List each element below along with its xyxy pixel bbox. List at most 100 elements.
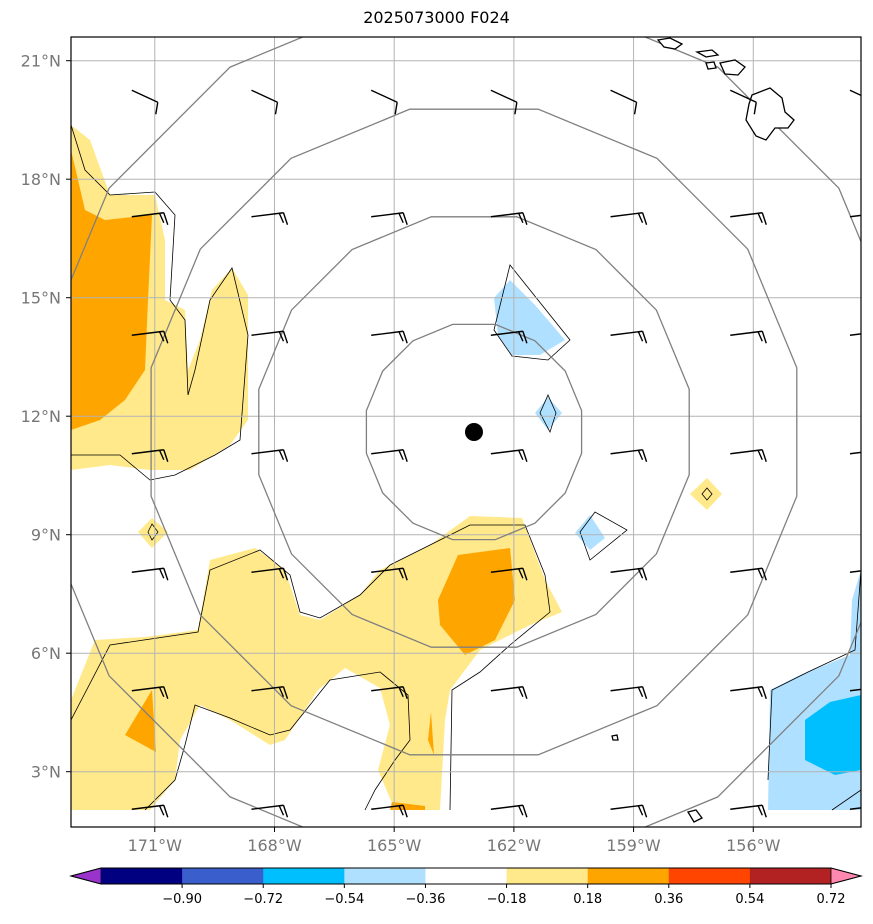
island-molokai [705,61,717,70]
wind-barb [610,89,638,115]
colorbar-outline [69,867,863,885]
lat-tick-label: 12°N [21,407,61,426]
colorbar-tick-label: 0.72 [817,892,846,907]
negative-anomaly-small [535,397,562,430]
wind-barb [131,686,169,699]
colorbar-tick-label: 0.36 [654,892,683,907]
negative-anomaly-east-core [805,695,861,775]
colorbar-segment [263,868,345,884]
wind-barb [730,804,767,818]
wind-barb [131,567,169,581]
wind-barb [251,330,289,344]
longitude-axis: 171°W 168°W 165°W 162°W 159°W 156°W [128,827,781,855]
wind-barb [251,804,289,818]
island-niihau [611,734,619,741]
range-ring [150,108,798,756]
colorbar-segment [587,868,670,884]
island-hawaii [745,87,795,141]
island-oahu [694,49,720,58]
island-south [686,809,703,823]
colorbar-segment [749,868,832,884]
colorbar-tick-label: −0.18 [487,892,527,907]
positive-anomaly-south-core [438,548,515,655]
wind-barb [131,449,169,462]
lat-tick-label: 21°N [21,52,61,71]
positive-anomaly-sw-core [125,690,156,752]
chart-title: 2025073000 F024 [363,8,510,27]
wind-barb [371,212,408,225]
coastlines [611,37,795,823]
wind-barb [251,89,279,115]
wind-barb [849,807,861,810]
contour-line-north [493,264,571,361]
shaded-anomaly-layer [71,125,861,810]
lon-tick-label: 162°W [487,836,542,855]
colorbar-extend-low [69,867,102,885]
contour-line-south-small [579,511,628,561]
positive-anomaly-sliver [428,712,434,755]
colorbar-tick-label: −0.72 [243,892,283,907]
contour-line-west [71,124,249,481]
colorbar: −0.90 −0.72 −0.54 −0.36 −0.18 0.18 0.36 0.54 0.7… [69,867,863,907]
wind-barb [729,89,757,115]
wind-barb [849,333,861,336]
lon-tick-label: 159°W [606,836,661,855]
wind-barb [730,567,767,581]
wind-barb [610,212,648,225]
wind-barb [131,89,159,115]
contour-line-dot-w [147,523,159,541]
wind-barb [610,449,648,462]
colorbar-segment [344,868,426,884]
colorbar-tick-label: 0.54 [735,892,764,907]
colorbar-tick-label: −0.54 [324,892,364,907]
wind-barb [371,567,408,581]
colorbar-segment [182,868,264,884]
wind-barb [131,330,169,344]
lat-tick-label: 18°N [21,170,61,189]
wind-barb [490,89,518,115]
latitude-axis: 21°N 18°N 15°N 12°N 9°N 6°N 3°N [21,52,71,782]
lat-tick-label: 6°N [31,644,61,663]
lon-tick-label: 171°W [128,836,183,855]
wind-barb [610,567,648,581]
lon-tick-label: 168°W [247,836,302,855]
gridlines [71,37,861,827]
wind-barb [251,567,289,581]
contour-line-small [539,394,557,434]
wind-barb [730,449,767,462]
negative-anomaly-east [768,570,861,810]
colorbar-extend-high [830,867,863,885]
contour-lines [71,124,861,811]
wind-barb [610,330,648,344]
contour-line-east [767,569,861,781]
wind-barb [371,804,408,818]
wind-barb [251,449,289,462]
wind-barb [849,451,861,455]
wind-barb [849,570,861,573]
wind-barb [371,330,408,344]
wind-barb [849,89,861,97]
contour-line-dot-e [701,487,713,501]
wind-barb [490,804,528,818]
storm-center-marker [464,423,483,441]
wind-barb [490,686,528,699]
lon-tick-label: 156°W [726,836,781,855]
colorbar-segment [101,868,183,884]
positive-anomaly-dot-w [138,518,168,548]
colorbar-segment [506,868,589,884]
contour-line-east-bottom [831,789,861,811]
range-ring [258,216,690,648]
wind-barb [490,567,528,581]
lat-tick-label: 9°N [31,526,61,545]
wind-barb [371,686,408,699]
positive-anomaly-south-edge [390,802,425,810]
wind-barb [610,804,648,818]
lat-tick-label: 15°N [21,289,61,308]
wind-barb [610,686,648,699]
lat-tick-label: 3°N [31,763,61,782]
negative-anomaly-north [494,280,565,355]
wind-barb [730,212,767,225]
positive-anomaly-south [71,516,562,810]
wind-barb [490,330,528,344]
